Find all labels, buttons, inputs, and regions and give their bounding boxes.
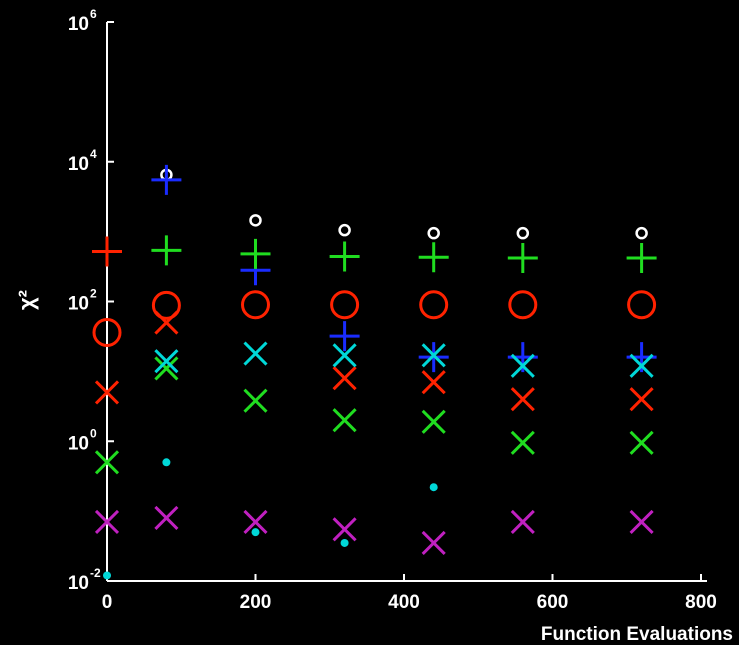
x-marker	[332, 408, 357, 433]
dot-marker	[103, 571, 111, 580]
circle-marker	[241, 290, 270, 320]
x-marker	[421, 370, 446, 395]
x-marker	[243, 509, 268, 535]
plus-marker	[151, 164, 182, 195]
plus-marker	[507, 242, 538, 273]
x-marker	[629, 353, 654, 378]
x-marker	[332, 343, 357, 368]
y-tick-label: 10	[68, 294, 89, 315]
x-tick-label: 0	[102, 592, 113, 613]
circle-marker	[330, 290, 360, 320]
x-marker	[510, 509, 535, 535]
plus-marker	[626, 242, 657, 273]
plus-marker	[329, 321, 360, 352]
x-marker	[94, 509, 120, 535]
y-tick-exponent: 0	[90, 426, 97, 440]
x-marker	[629, 387, 654, 412]
dot-marker	[162, 458, 171, 467]
x-marker	[154, 356, 179, 381]
y-tick-label: 10	[68, 154, 89, 175]
x-marker	[629, 509, 654, 535]
small-circle-marker	[249, 214, 262, 227]
plus-marker	[240, 238, 271, 269]
dot-marker	[429, 483, 438, 492]
circle-marker	[92, 318, 122, 348]
y-tick-label: 10	[68, 433, 89, 454]
x-tick-label: 200	[240, 592, 272, 613]
small-circle-marker	[516, 226, 530, 240]
y-tick-exponent: 2	[90, 287, 97, 301]
circle-marker	[508, 290, 538, 320]
small-circle-marker	[427, 226, 440, 240]
small-circle-marker	[338, 223, 351, 237]
x-marker	[332, 517, 357, 542]
x-marker	[510, 430, 535, 455]
dot-marker	[340, 538, 349, 547]
x-tick-label: 800	[685, 592, 717, 613]
x-axis-label: Function Evaluations	[541, 624, 733, 645]
y-tick-exponent: 4	[90, 147, 97, 161]
circle-marker	[419, 290, 449, 320]
circle-marker	[151, 290, 181, 320]
x-tick-label: 600	[537, 592, 569, 613]
x-marker	[332, 366, 357, 391]
x-marker	[94, 380, 120, 405]
circle-marker	[627, 290, 657, 320]
plus-marker	[92, 236, 122, 267]
plot-area	[92, 164, 657, 580]
x-marker	[94, 450, 120, 475]
plus-marker	[418, 242, 449, 273]
x-marker	[421, 343, 446, 368]
small-circle-marker	[635, 226, 648, 240]
x-marker	[421, 530, 446, 556]
x-marker	[243, 388, 268, 413]
x-marker	[510, 387, 535, 412]
dot-marker	[251, 528, 260, 537]
x-marker	[154, 349, 179, 374]
plus-marker	[329, 241, 360, 272]
x-marker	[629, 430, 654, 455]
x-marker	[154, 310, 179, 335]
y-axis-label: χ²	[14, 290, 39, 310]
x-marker	[243, 341, 268, 366]
x-marker	[154, 505, 179, 530]
x-tick-label: 400	[388, 592, 420, 613]
plus-marker	[151, 235, 182, 266]
y-tick-label: 10	[68, 14, 89, 35]
y-tick-exponent: -2	[90, 566, 101, 580]
y-tick-label: 10	[68, 573, 89, 594]
x-marker	[510, 353, 535, 378]
y-tick-exponent: 6	[90, 7, 97, 21]
x-marker	[421, 409, 446, 434]
